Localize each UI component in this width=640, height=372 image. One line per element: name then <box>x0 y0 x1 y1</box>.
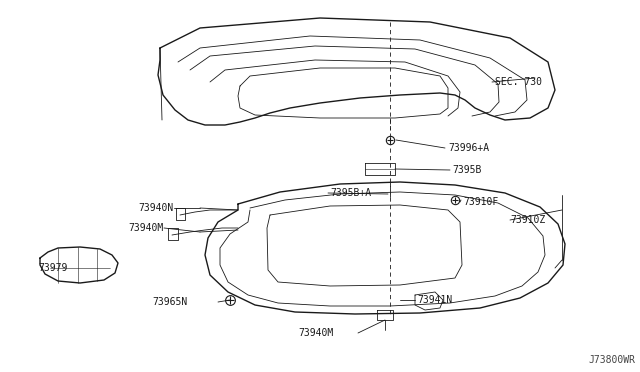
Text: 7395B+A: 7395B+A <box>330 188 371 198</box>
Text: 73965N: 73965N <box>152 297 188 307</box>
Text: 73910Z: 73910Z <box>510 215 545 225</box>
Text: 73910F: 73910F <box>463 197 499 207</box>
Text: 73979: 73979 <box>38 263 67 273</box>
Text: 73940M: 73940M <box>298 328 333 338</box>
Text: 73940N: 73940N <box>138 203 173 213</box>
Text: 7395B: 7395B <box>452 165 481 175</box>
Text: 73996+A: 73996+A <box>448 143 489 153</box>
Text: 73940M: 73940M <box>128 223 163 233</box>
Text: J73800WR: J73800WR <box>588 355 635 365</box>
Text: 73941N: 73941N <box>417 295 452 305</box>
Text: SEC. 730: SEC. 730 <box>495 77 542 87</box>
